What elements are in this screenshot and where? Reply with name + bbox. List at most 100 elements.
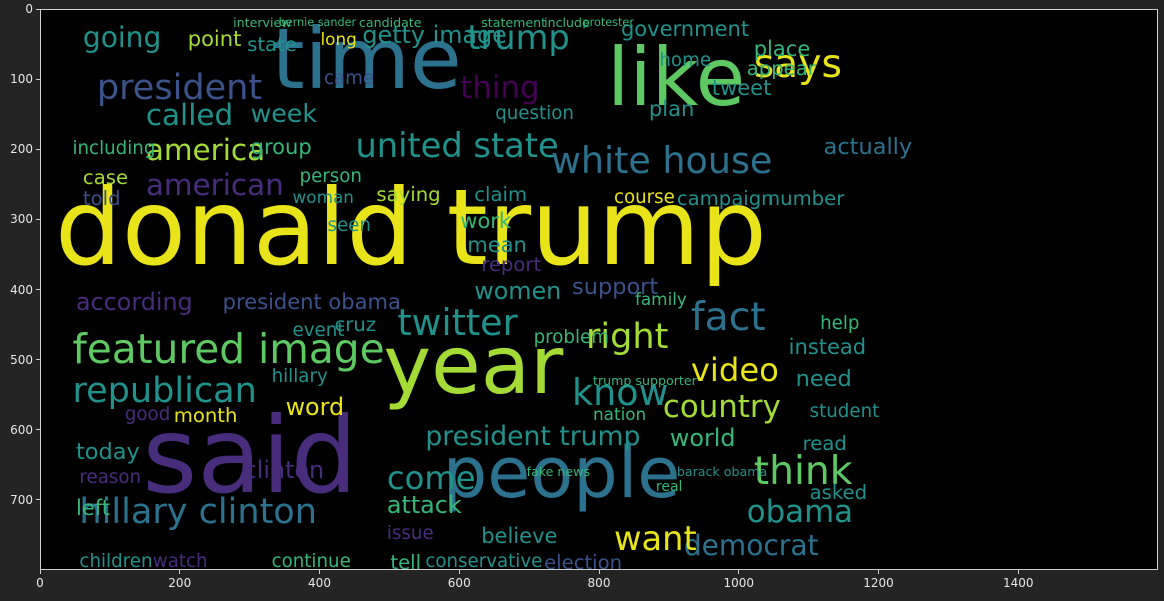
x-tick-mark — [598, 570, 600, 574]
word-including: including — [72, 137, 156, 159]
y-tick-label: 600 — [10, 422, 33, 437]
x-tick-label: 1200 — [863, 576, 894, 590]
word-right: right — [586, 315, 669, 357]
word-watch: watch — [152, 551, 208, 570]
word-today: today — [75, 439, 140, 466]
x-tick-label: 1000 — [723, 576, 755, 590]
y-tick-mark — [36, 429, 40, 431]
word-featured-image: featured image — [72, 325, 385, 374]
x-tick-label: 0 — [36, 576, 44, 590]
word-says: says — [753, 42, 842, 88]
x-tick-mark — [39, 570, 41, 574]
word-conservative: conservative — [425, 551, 543, 570]
word-getty-image: getty image — [362, 21, 507, 50]
x-tick-mark — [179, 570, 181, 574]
word-month: month — [173, 404, 238, 428]
word-group: group — [250, 134, 312, 160]
y-tick-mark — [36, 359, 40, 361]
word-number: number — [767, 186, 845, 210]
word-candidate: candidate — [358, 15, 422, 30]
word-need: need — [795, 365, 852, 392]
word-united-state: united state — [355, 126, 559, 166]
word-person: person — [299, 165, 362, 187]
word-democrat: democrat — [683, 529, 819, 563]
word-thing: thing — [460, 70, 540, 107]
word-tell: tell — [390, 551, 422, 570]
word-mean: mean — [467, 232, 527, 258]
word-president-trump: president trump — [425, 420, 641, 452]
word-course: course — [613, 186, 675, 208]
word-work: work — [460, 207, 512, 233]
word-case: case — [82, 165, 129, 189]
word-statement: statement — [481, 15, 547, 30]
y-tick-label: 700 — [10, 492, 33, 507]
word-question: question — [495, 102, 574, 124]
word-white-house: white house — [551, 139, 773, 183]
word-according: according — [75, 287, 193, 316]
word-interview: interview — [233, 15, 292, 30]
word-instead: instead — [788, 334, 867, 360]
word-real: real — [655, 478, 683, 495]
x-tick-label: 400 — [308, 576, 331, 590]
word-children: children — [79, 551, 153, 570]
y-tick-mark — [36, 8, 40, 10]
word-protester: protester — [582, 16, 634, 29]
word-country: country — [662, 389, 781, 426]
word-america: america — [145, 133, 266, 168]
x-tick-label: 200 — [168, 576, 192, 590]
word-donald-trump: donald trump — [54, 165, 767, 289]
word-tweet: tweet — [711, 74, 772, 100]
word-help: help — [820, 313, 860, 335]
word-like: like — [606, 31, 746, 126]
word-women: women — [474, 276, 562, 305]
word-plan: plan — [648, 95, 695, 121]
word-left: left — [75, 495, 110, 521]
word-think: think — [753, 448, 853, 494]
word-read: read — [802, 432, 847, 456]
word-clinton: clinton — [243, 455, 325, 484]
word-cloud-plot: donald trump said year time like people featur… — [40, 9, 1158, 570]
word-bernie-sander: bernie sander — [278, 16, 357, 29]
word-issue: issue — [386, 523, 434, 545]
x-tick-label: 600 — [447, 576, 471, 590]
word-hillary-clinton: hillary clinton — [79, 490, 317, 532]
word-asked: asked — [809, 481, 868, 505]
word-include: include — [544, 15, 590, 30]
word-reason: reason — [79, 467, 142, 489]
word-continue: continue — [271, 551, 351, 570]
y-tick-label: 500 — [10, 352, 33, 367]
x-tick-mark — [738, 570, 740, 574]
word-appear: appear — [746, 57, 816, 81]
word-video: video — [690, 350, 779, 389]
word-called: called — [145, 98, 234, 133]
word-said: said — [142, 393, 358, 517]
word-know: know — [572, 370, 669, 414]
word-twitter: twitter — [397, 300, 518, 344]
x-tick-label: 1400 — [1002, 576, 1034, 590]
word-election: election — [544, 551, 623, 570]
word-fact: fact — [690, 294, 766, 340]
word-week: week — [250, 99, 317, 129]
x-tick-mark — [878, 570, 879, 574]
x-tick-mark — [319, 570, 320, 574]
word-woman: woman — [292, 186, 354, 207]
y-tick-mark — [36, 289, 40, 290]
x-tick-mark — [1017, 570, 1019, 574]
word-time: time — [271, 10, 462, 108]
x-tick-label: 800 — [587, 576, 611, 590]
word-actually: actually — [823, 134, 913, 161]
word-report: report — [481, 253, 542, 277]
word-told: told — [82, 186, 121, 210]
word-hillary: hillary — [271, 365, 328, 387]
word-want: want — [613, 518, 697, 558]
y-tick-label: 400 — [10, 282, 33, 297]
word-president-obama: president obama — [222, 288, 401, 314]
word-state: state — [247, 32, 297, 56]
y-tick-label: 300 — [10, 212, 33, 227]
word-support: support — [572, 274, 659, 301]
word-home: home — [659, 50, 712, 72]
y-tick-mark — [36, 78, 40, 80]
word-year: year — [383, 318, 564, 413]
y-tick-label: 200 — [10, 142, 33, 157]
